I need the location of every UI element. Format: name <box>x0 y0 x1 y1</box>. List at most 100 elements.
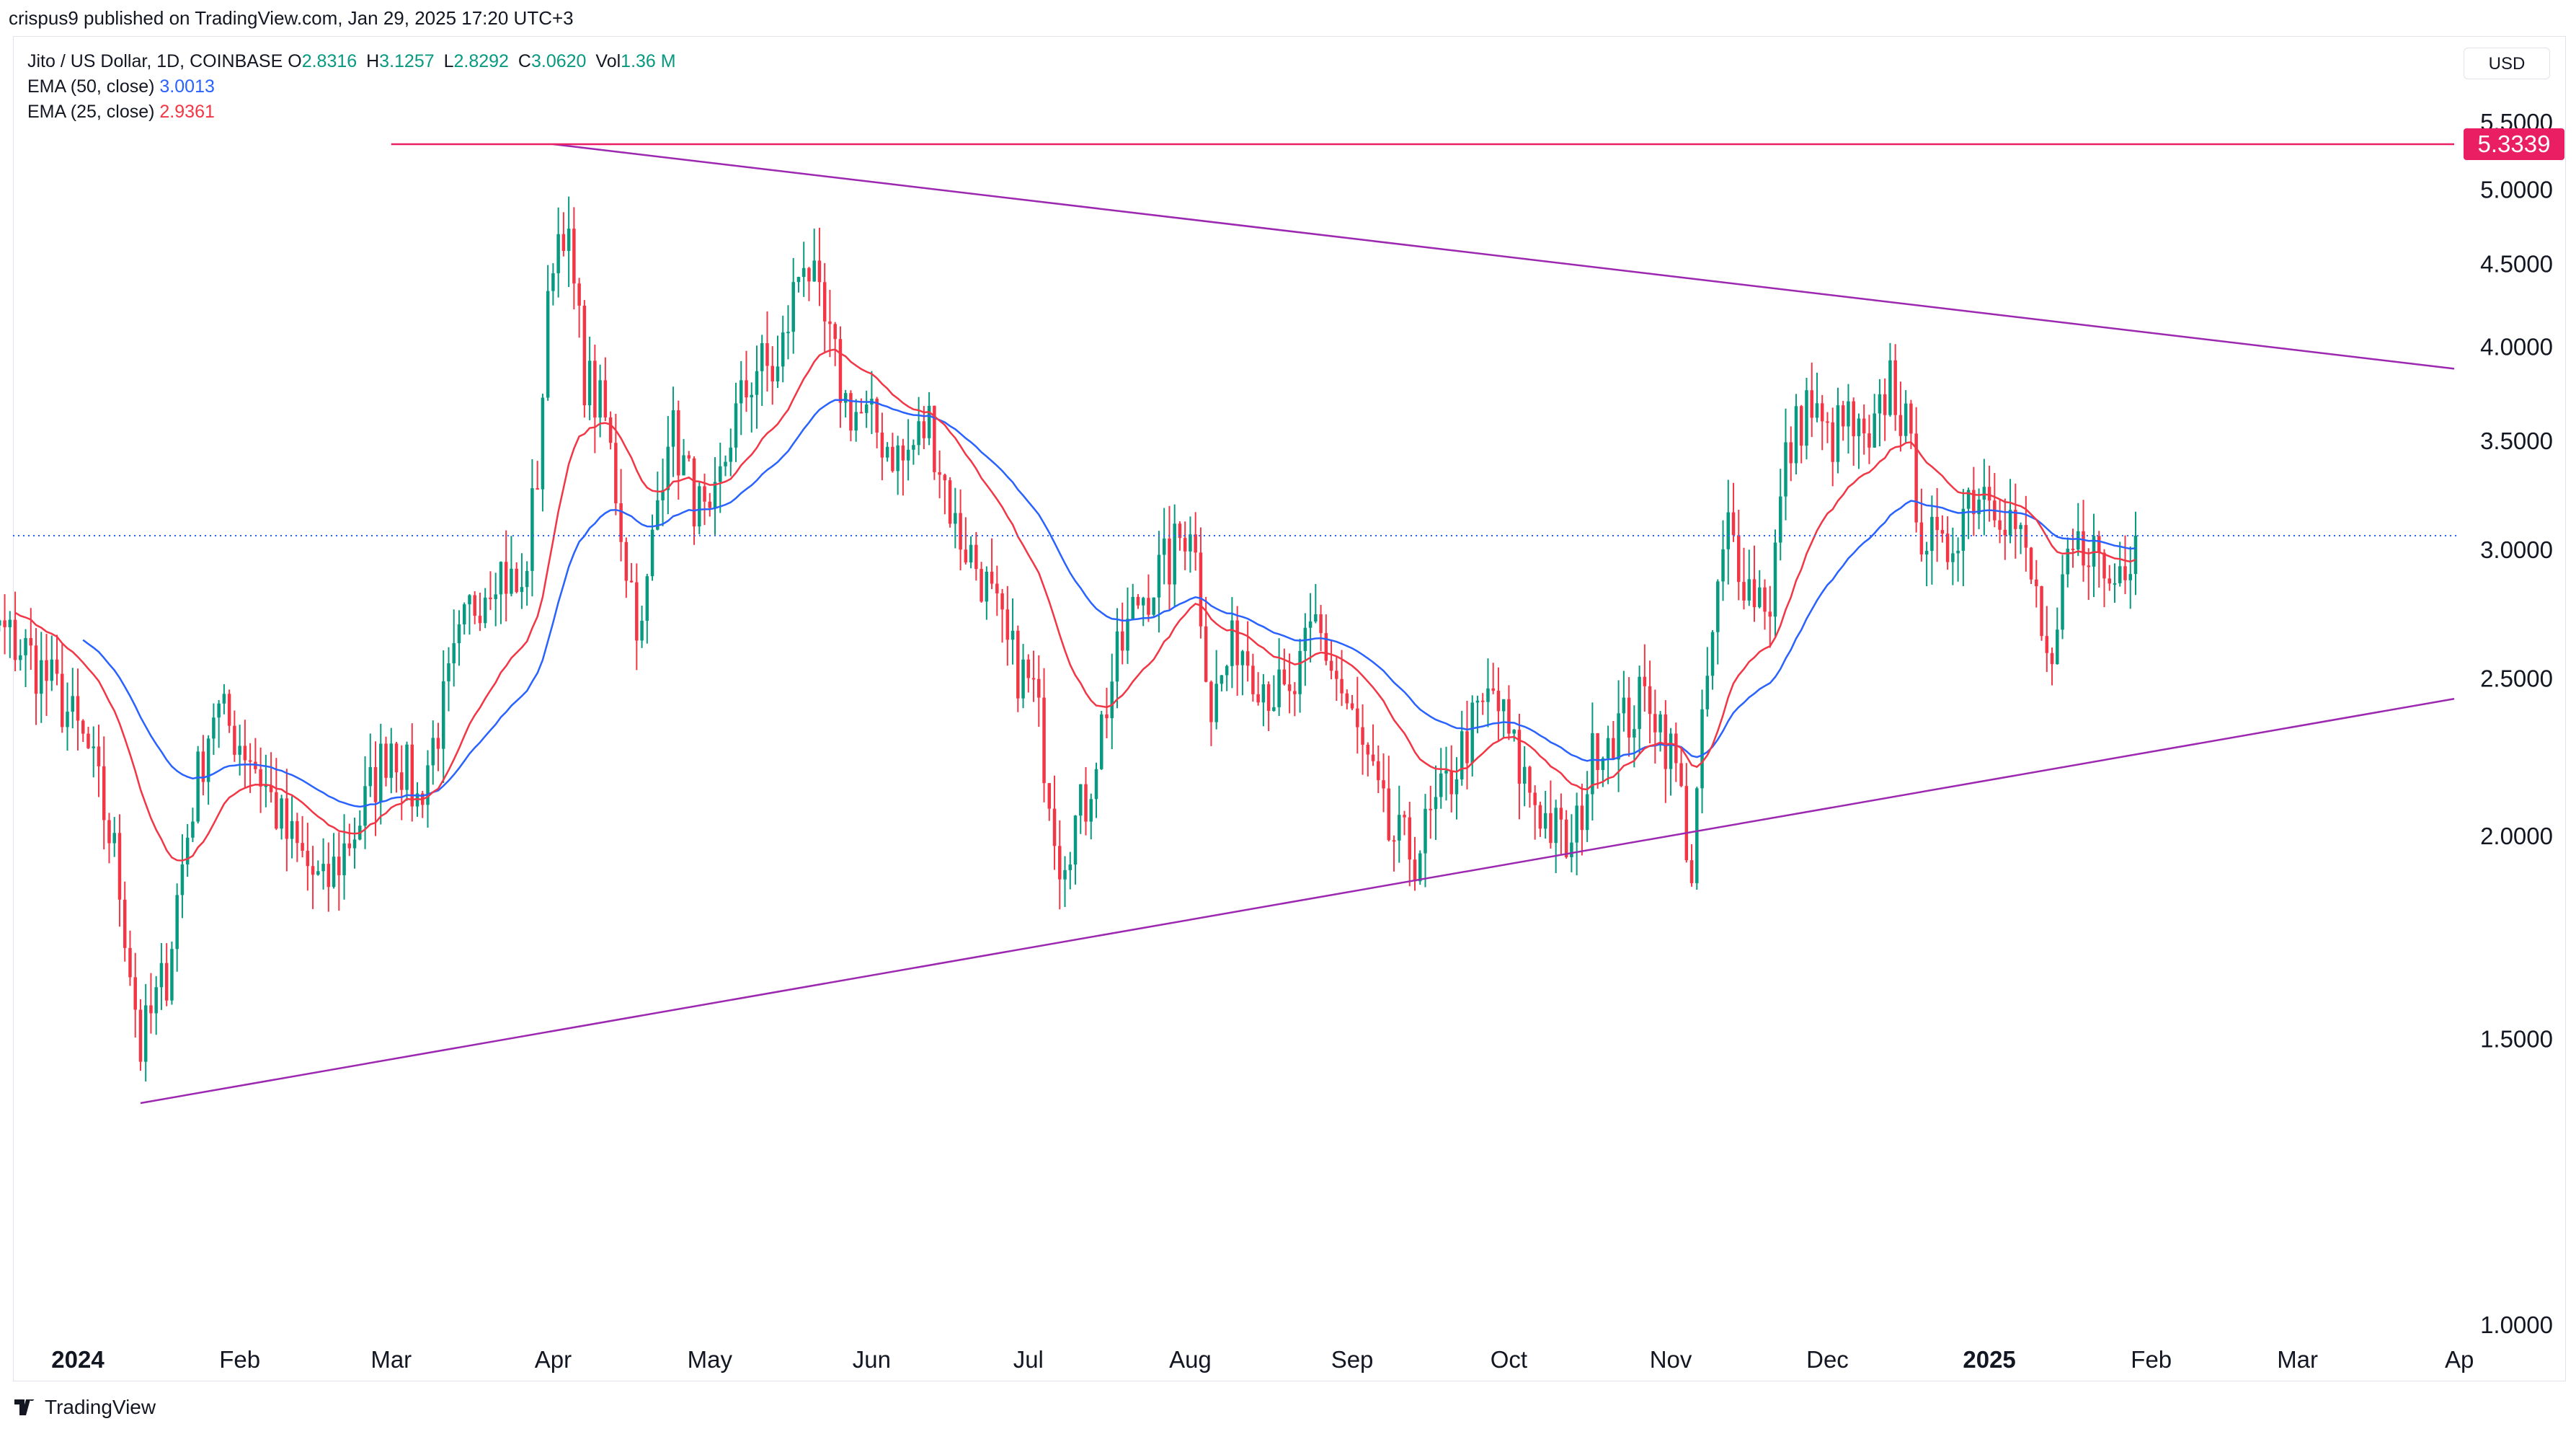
x-tick-label: 2024 <box>51 1346 105 1373</box>
candle-body <box>1956 550 1960 554</box>
candle-body <box>405 744 409 790</box>
candle-body <box>598 380 602 418</box>
candle-body <box>415 793 419 807</box>
candle-body <box>384 743 388 778</box>
candle-body <box>740 380 743 404</box>
candle-body <box>629 580 634 583</box>
candle-body <box>1977 499 1981 515</box>
candle-body <box>786 332 790 334</box>
candle-body <box>719 466 722 482</box>
candle-body <box>337 857 341 875</box>
candle-body <box>745 380 748 398</box>
candle-body <box>76 696 80 721</box>
candle-body <box>233 725 236 755</box>
y-tick-label: 4.0000 <box>2480 334 2553 360</box>
candle-body <box>1324 633 1328 661</box>
candle-body <box>1674 733 1678 764</box>
candle-body <box>332 857 336 888</box>
candle-body <box>201 751 205 782</box>
candle-body <box>1564 819 1568 857</box>
candle-body <box>1287 684 1292 691</box>
candle-body <box>1512 730 1516 734</box>
candle-body <box>1689 860 1694 883</box>
candle-body <box>1898 415 1903 436</box>
candle-body <box>687 455 691 459</box>
candle-body <box>269 785 273 792</box>
candle-body <box>713 482 717 508</box>
candle-body <box>1282 669 1287 685</box>
candle-body <box>2029 547 2033 580</box>
candle-body <box>1982 487 1986 500</box>
candle-body <box>1042 697 1046 784</box>
candle-body <box>191 821 195 838</box>
currency-selector[interactable]: USD <box>2464 48 2550 79</box>
candle-body <box>1909 403 1913 434</box>
candle-body <box>1585 794 1589 831</box>
candle-body <box>1173 523 1176 585</box>
candle-body <box>603 380 608 417</box>
ema50-line <box>82 399 2136 808</box>
candle-body <box>1653 714 1657 733</box>
open-value: 2.8316 <box>301 51 357 71</box>
candle-body <box>1528 766 1532 793</box>
candle-body <box>546 291 550 398</box>
candle-body <box>650 529 654 577</box>
candle-body <box>217 703 221 718</box>
ema25-row[interactable]: EMA (25, close) 2.9361 <box>27 99 680 125</box>
candle-body <box>1491 688 1495 691</box>
candle-body <box>1893 360 1897 415</box>
candle-body <box>1737 535 1741 583</box>
candle-body <box>933 405 936 472</box>
candle-body <box>1011 630 1015 640</box>
candle-body <box>1596 733 1599 770</box>
candle-body <box>1763 587 1767 612</box>
candle-body <box>640 621 644 641</box>
ema50-label: EMA (50, close) <box>27 76 155 97</box>
candle-body <box>447 663 450 681</box>
candle-body <box>227 694 231 726</box>
volume-key: Vol <box>595 51 621 71</box>
candle-body <box>812 260 816 282</box>
candle-body <box>373 766 378 802</box>
candle-body <box>1951 553 1955 562</box>
candle-body <box>311 866 315 875</box>
y-tick-label: 4.5000 <box>2480 250 2553 277</box>
chart-legend: Jito / US Dollar, 1D, COINBASE O2.8316 H… <box>27 49 680 125</box>
candle-body <box>1454 779 1459 795</box>
candle-body <box>1340 678 1343 694</box>
candle-body <box>1178 523 1182 539</box>
candle-body <box>473 595 476 616</box>
candle-body <box>143 1005 148 1062</box>
candle-body <box>801 267 806 278</box>
candle-body <box>619 503 623 542</box>
low-value: 2.8292 <box>453 51 509 71</box>
symbol-title[interactable]: Jito / US Dollar, 1D, COINBASE <box>27 51 283 71</box>
ema50-row[interactable]: EMA (50, close) 3.0013 <box>27 74 680 99</box>
close-value: 3.0620 <box>530 51 587 71</box>
candle-body <box>1418 853 1422 882</box>
x-tick-label: Aug <box>1169 1346 1212 1373</box>
candle-body <box>1847 401 1850 427</box>
candle-body <box>1731 512 1736 536</box>
candle-body <box>561 234 566 251</box>
y-tick-label: 3.0000 <box>2480 536 2553 563</box>
tradingview-footer[interactable]: TradingView <box>14 1396 156 1419</box>
candle-body <box>708 501 712 508</box>
tradingview-logo-icon <box>14 1399 35 1415</box>
candle-body <box>1836 405 1840 462</box>
candle-body <box>1047 783 1052 809</box>
candle-body <box>1721 549 1725 582</box>
candle-body <box>400 772 404 790</box>
candle-body <box>1021 659 1025 699</box>
candle-body <box>1810 390 1813 418</box>
candle-body <box>781 332 785 367</box>
candle-body <box>2061 574 2064 630</box>
candle-body <box>776 366 780 381</box>
candle-body <box>572 229 576 284</box>
candle-body <box>1005 609 1010 640</box>
candle-body <box>755 371 759 395</box>
candle-body <box>2035 579 2038 587</box>
candle-body <box>1627 697 1631 738</box>
candle-body <box>1987 487 1991 501</box>
